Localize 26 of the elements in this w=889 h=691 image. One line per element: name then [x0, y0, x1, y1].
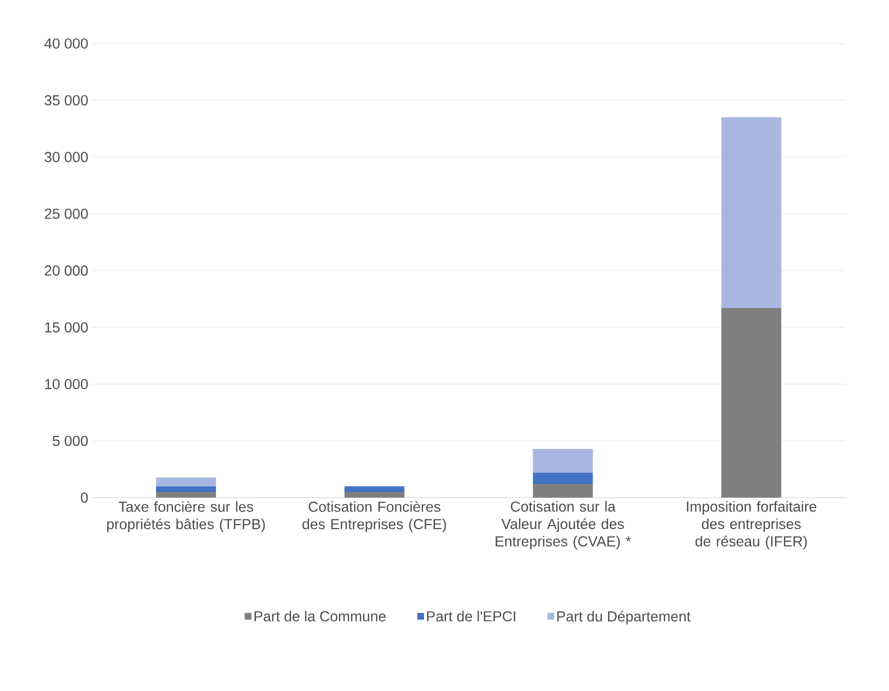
y-tick-label: 0 — [80, 492, 88, 503]
bar — [532, 484, 593, 498]
x-tick-label: Cotisation sur la Valeur Ajoutée des Entreprises (CVAE) * — [496, 501, 631, 550]
x-tick-label: Cotisation Foncières des Entreprises (CFE) — [302, 501, 446, 532]
legend-label: Part du Département — [557, 610, 691, 624]
bar — [721, 308, 782, 498]
y-tick-label: 30 000 — [44, 152, 88, 162]
legend-label: Part de la Commune — [254, 610, 386, 622]
y-tick-label: 40 000 — [44, 38, 88, 49]
y-tick-label: 5 000 — [52, 436, 88, 446]
bar — [344, 486, 404, 492]
bar — [156, 486, 216, 492]
bar — [532, 448, 593, 473]
bar — [156, 478, 216, 486]
y-tick-label: 15 000 — [45, 322, 88, 333]
legend-label: Part de l'EPCI — [427, 610, 516, 622]
bar — [156, 492, 216, 498]
x-tick-label: Taxe foncière sur les propriétés bâties (TFPB) — [107, 501, 265, 532]
y-tick-label: 10 000 — [45, 379, 88, 390]
x-tick-label: Imposition forfaitaire des entreprises de réseau (IFER) — [686, 501, 816, 550]
y-tick-label: 25 000 — [44, 208, 88, 219]
bar — [344, 492, 404, 498]
bar — [532, 472, 593, 484]
y-tick-label: 20 000 — [44, 265, 88, 276]
bar — [721, 117, 782, 308]
y-tick-label: 35 000 — [44, 95, 88, 106]
